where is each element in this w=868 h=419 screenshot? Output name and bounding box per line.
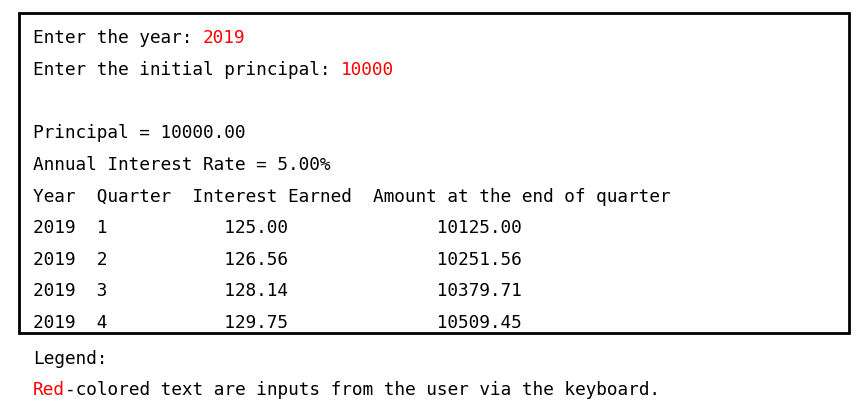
Text: 2019  4           129.75              10509.45: 2019 4 129.75 10509.45	[33, 314, 522, 332]
Text: Annual Interest Rate = 5.00%: Annual Interest Rate = 5.00%	[33, 156, 331, 174]
Text: Red: Red	[33, 381, 65, 399]
Bar	[19, 13, 849, 333]
Text: -colored text are inputs from the user via the keyboard.: -colored text are inputs from the user v…	[65, 381, 660, 399]
Text: Enter the year:: Enter the year:	[33, 29, 203, 47]
Text: Year  Quarter  Interest Earned  Amount at the end of quarter: Year Quarter Interest Earned Amount at t…	[33, 188, 670, 205]
Text: Enter the initial principal:: Enter the initial principal:	[33, 61, 341, 79]
Text: 10000: 10000	[341, 61, 394, 79]
Text: 2019  2           126.56              10251.56: 2019 2 126.56 10251.56	[33, 251, 522, 269]
Text: Principal = 10000.00: Principal = 10000.00	[33, 124, 246, 142]
Text: 2019  1           125.00              10125.00: 2019 1 125.00 10125.00	[33, 219, 522, 237]
Text: Legend:: Legend:	[33, 350, 108, 368]
Text: 2019  3           128.14              10379.71: 2019 3 128.14 10379.71	[33, 282, 522, 300]
Text: 2019: 2019	[203, 29, 246, 47]
